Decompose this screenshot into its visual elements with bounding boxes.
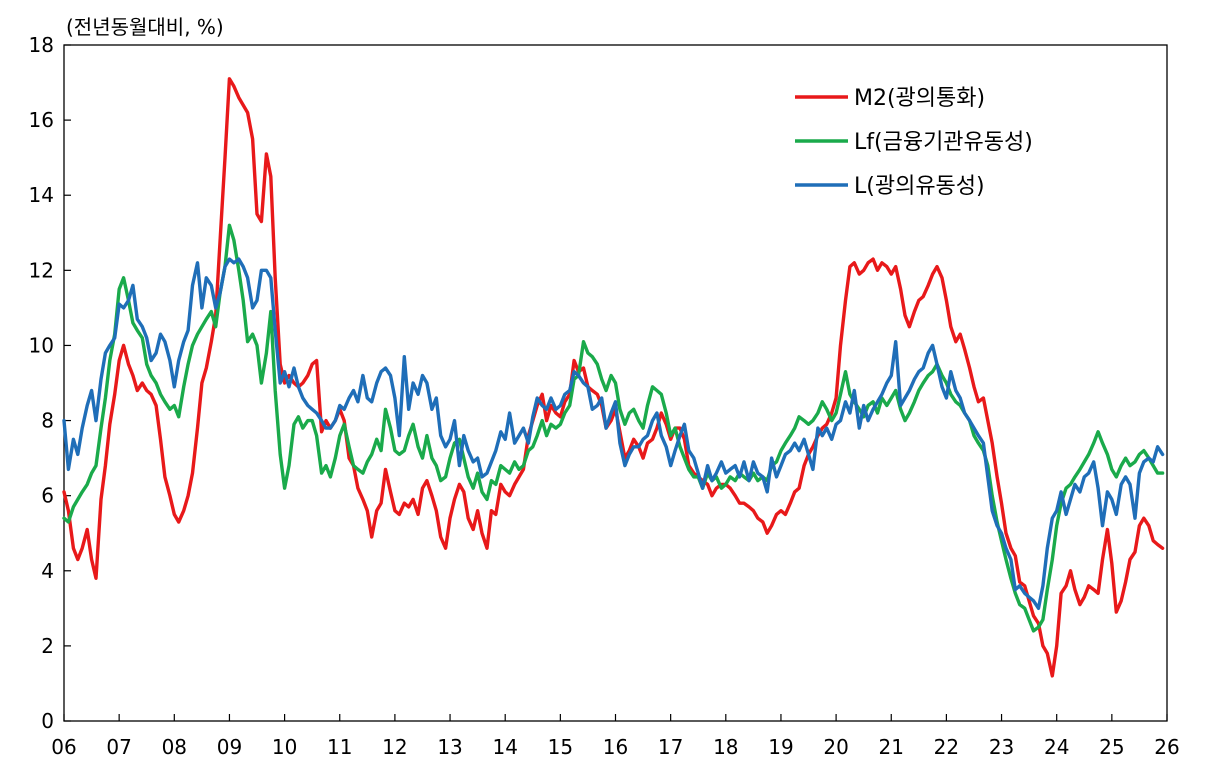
x-tick-label: 06 — [51, 735, 76, 759]
x-tick-label: 22 — [934, 735, 959, 759]
x-tick-label: 11 — [327, 735, 352, 759]
x-tick-label: 21 — [879, 735, 904, 759]
series-line-0 — [62, 77, 1165, 678]
y-tick-label: 14 — [29, 183, 54, 207]
x-tick-label: 10 — [272, 735, 297, 759]
x-tick-label: 19 — [768, 735, 793, 759]
series-lines — [62, 77, 1165, 678]
x-tick-label: 25 — [1099, 735, 1124, 759]
x-tick-label: 08 — [162, 735, 187, 759]
x-tick-label: 13 — [437, 735, 462, 759]
y-tick-label: 2 — [41, 634, 54, 658]
unit-label: (전년동월대비, %) — [66, 15, 224, 39]
x-tick-label: 18 — [713, 735, 738, 759]
x-tick-label: 12 — [382, 735, 407, 759]
x-tick-label: 23 — [989, 735, 1014, 759]
legend-label: M2(광의통화) — [854, 86, 985, 111]
x-tick-label: 24 — [1044, 735, 1069, 759]
x-tick-label: 14 — [492, 735, 517, 759]
y-tick-label: 4 — [41, 559, 54, 583]
y-tick-label: 16 — [29, 108, 54, 132]
x-tick-label: 15 — [548, 735, 573, 759]
y-tick-label: 18 — [29, 33, 54, 57]
x-tick-label: 09 — [217, 735, 242, 759]
x-tick-label: 07 — [106, 735, 131, 759]
y-tick-label: 0 — [41, 709, 54, 733]
x-tick-label: 26 — [1154, 735, 1179, 759]
legend-label: L(광의유동성) — [854, 174, 985, 199]
series-line-2 — [62, 257, 1165, 610]
legend-label: Lf(금융기관유동성) — [854, 130, 1033, 155]
x-tick-label: 17 — [658, 735, 683, 759]
y-tick-label: 10 — [29, 333, 54, 357]
series-line-1 — [62, 223, 1165, 633]
x-tick-label: 16 — [603, 735, 628, 759]
x-tick-label: 20 — [823, 735, 848, 759]
y-tick-label: 8 — [41, 409, 54, 433]
y-tick-label: 6 — [41, 484, 54, 508]
legend: M2(광의통화) Lf(금융기관유동성) L(광의유동성) — [795, 86, 1033, 199]
y-tick-label: 12 — [29, 258, 54, 282]
